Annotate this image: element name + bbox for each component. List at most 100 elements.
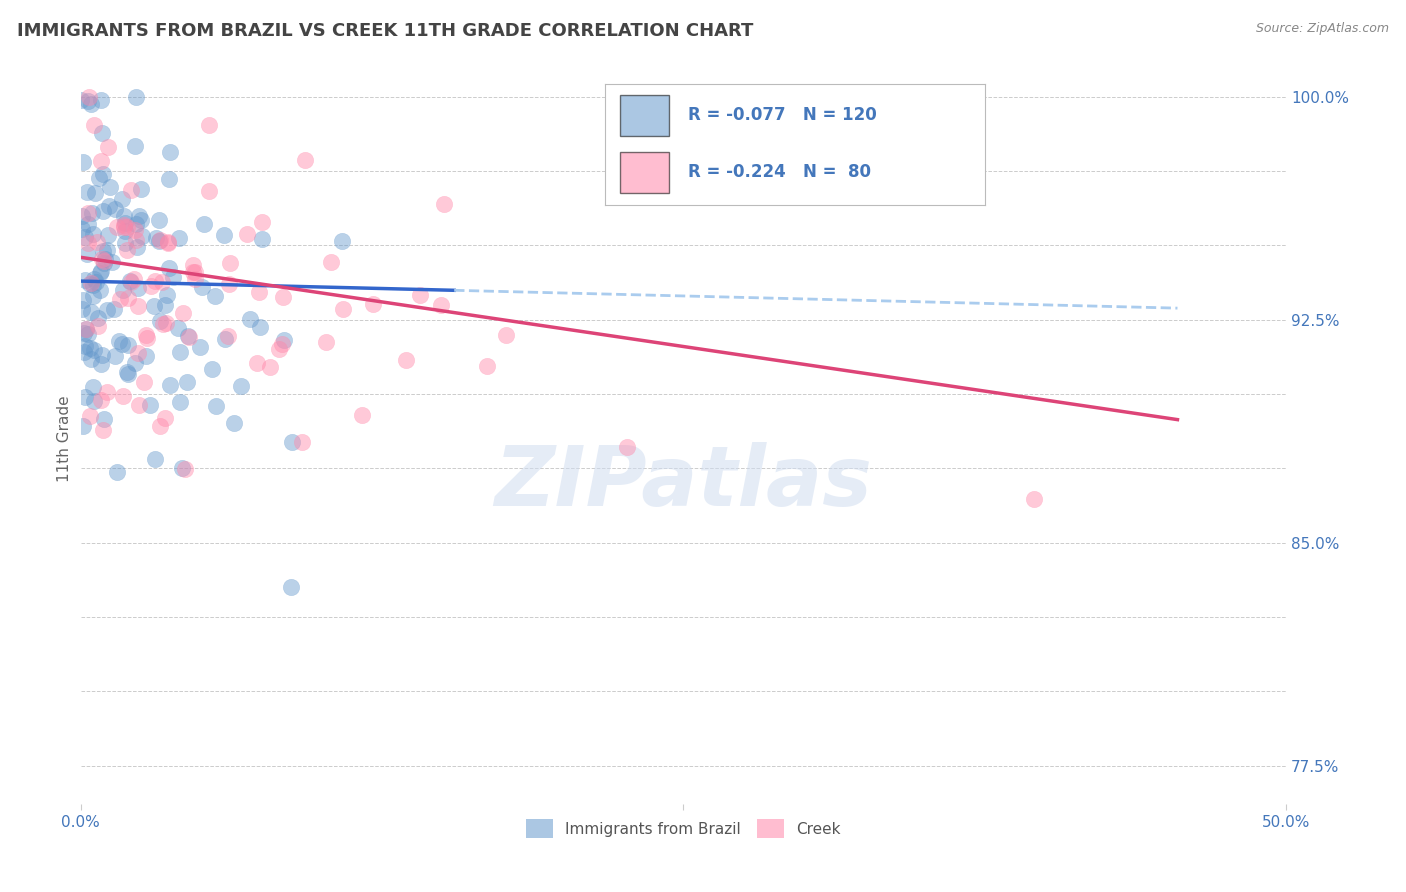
Point xyxy=(294,153,316,168)
Point xyxy=(162,269,184,284)
Point xyxy=(167,321,190,335)
Point xyxy=(83,393,105,408)
Point xyxy=(87,318,110,333)
Point xyxy=(91,348,114,362)
Point xyxy=(80,352,103,367)
Point xyxy=(156,288,179,302)
Point xyxy=(112,220,135,235)
Point xyxy=(110,337,132,351)
Point xyxy=(114,219,136,233)
Point xyxy=(149,314,172,328)
Point xyxy=(475,359,498,373)
Point xyxy=(90,153,112,168)
Point xyxy=(157,172,180,186)
Point xyxy=(315,334,337,349)
Point xyxy=(280,580,302,594)
Point xyxy=(96,384,118,399)
Point xyxy=(80,206,103,220)
Point xyxy=(149,233,172,247)
Point xyxy=(90,393,112,408)
Point xyxy=(127,281,149,295)
Point xyxy=(174,462,197,476)
Point xyxy=(224,417,246,431)
Point xyxy=(93,253,115,268)
Point xyxy=(97,199,120,213)
Point xyxy=(229,379,252,393)
Point xyxy=(114,216,136,230)
Text: Source: ZipAtlas.com: Source: ZipAtlas.com xyxy=(1256,22,1389,36)
Point xyxy=(330,234,353,248)
Point xyxy=(79,409,101,423)
Point xyxy=(159,145,181,159)
Point xyxy=(96,243,118,257)
Point xyxy=(90,357,112,371)
Point xyxy=(97,140,120,154)
Point xyxy=(124,223,146,237)
Point xyxy=(112,209,135,223)
Point xyxy=(155,316,177,330)
Point xyxy=(128,398,150,412)
Point xyxy=(148,213,170,227)
Point xyxy=(76,186,98,200)
Point xyxy=(82,227,104,242)
Point xyxy=(131,229,153,244)
Point xyxy=(429,298,451,312)
Point xyxy=(177,329,200,343)
Point xyxy=(90,264,112,278)
Point xyxy=(219,256,242,270)
Point xyxy=(91,244,114,259)
Point xyxy=(90,93,112,107)
Point xyxy=(259,359,281,374)
Point xyxy=(201,362,224,376)
Point xyxy=(271,290,294,304)
Point xyxy=(156,235,179,250)
Point xyxy=(395,352,418,367)
Point xyxy=(319,255,342,269)
Point xyxy=(73,345,96,359)
Point xyxy=(169,345,191,359)
Point xyxy=(135,331,157,345)
Point xyxy=(112,389,135,403)
Point xyxy=(149,419,172,434)
Point xyxy=(77,94,100,108)
Point xyxy=(250,232,273,246)
Point xyxy=(87,311,110,326)
Point xyxy=(143,452,166,467)
Point xyxy=(139,398,162,412)
Point xyxy=(110,292,132,306)
Point xyxy=(93,412,115,426)
Point xyxy=(70,93,93,107)
Point xyxy=(111,193,134,207)
Point xyxy=(76,206,98,220)
Point xyxy=(433,197,456,211)
Point xyxy=(125,89,148,103)
Point xyxy=(159,261,181,276)
Point xyxy=(172,306,194,320)
Point xyxy=(84,275,107,289)
Point xyxy=(176,375,198,389)
Point xyxy=(249,285,271,299)
Point xyxy=(217,329,239,343)
Point xyxy=(91,423,114,437)
Point xyxy=(77,327,100,342)
Point xyxy=(77,89,100,103)
Point xyxy=(124,139,146,153)
Point xyxy=(250,214,273,228)
Point xyxy=(82,277,104,292)
Point xyxy=(93,252,115,266)
Point xyxy=(72,154,94,169)
Point xyxy=(117,291,139,305)
Point xyxy=(75,273,97,287)
Point xyxy=(82,289,104,303)
Point xyxy=(139,279,162,293)
Point xyxy=(148,234,170,248)
Point xyxy=(239,312,262,326)
Point xyxy=(105,465,128,479)
Point xyxy=(76,247,98,261)
Point xyxy=(125,240,148,254)
Point xyxy=(83,272,105,286)
Point xyxy=(205,400,228,414)
Point xyxy=(131,212,153,227)
Point xyxy=(101,255,124,269)
Point xyxy=(117,338,139,352)
